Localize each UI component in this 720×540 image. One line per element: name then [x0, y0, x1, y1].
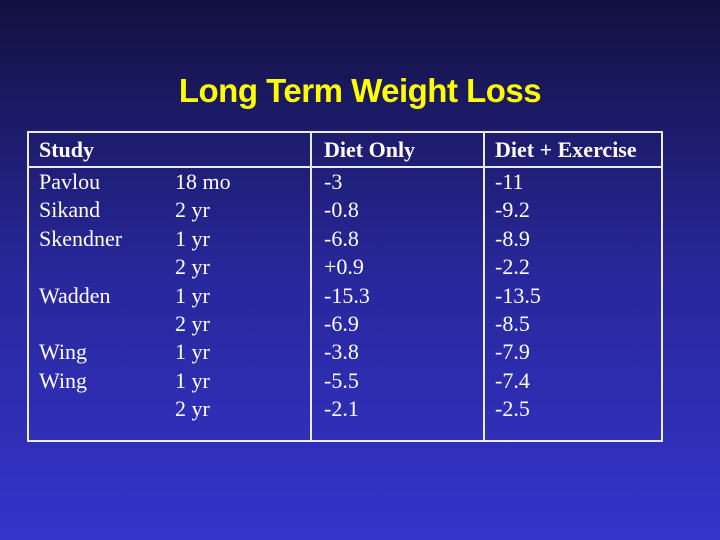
diet-only-value-cell: -15.3 — [324, 282, 370, 308]
study-name-cell: Sikand — [39, 197, 101, 223]
duration-cell: 2 yr — [175, 310, 210, 336]
duration-cell: 1 yr — [175, 367, 210, 393]
table-row-study: Skendner 1 yr — [29, 225, 310, 253]
diet-only-value-cell: +0.9 — [324, 254, 364, 280]
table-row-study: Pavlou 18 mo — [29, 168, 310, 196]
study-name-cell — [39, 310, 175, 338]
diet-exercise-value-cell: -13.5 — [495, 282, 541, 308]
column-header-study: Study — [29, 133, 310, 168]
study-name-cell: Pavlou — [39, 169, 101, 194]
diet-exercise-rows: -11 -9.2 -8.9 -2.2 -13.5 -8.5 -7.9 -7.4 -2.5 — [485, 168, 661, 424]
duration-cell: 18 mo — [175, 169, 231, 194]
diet-only-value-cell: -2.1 — [324, 396, 359, 422]
diet-only-rows: -3 -0.8 -6.8 +0.9 -15.3 -6.9 -3.8 -5.5 -2.1 — [312, 168, 483, 424]
diet-exercise-value-cell: -9.2 — [495, 197, 530, 223]
diet-exercise-value-cell: -8.9 — [495, 225, 530, 251]
table-row-study: Wing 1 yr — [29, 367, 310, 395]
duration-cell: 1 yr — [175, 282, 210, 308]
diet-only-value-cell: -0.8 — [324, 197, 359, 223]
slide-title: Long Term Weight Loss — [178, 72, 542, 109]
diet-exercise-value-cell: -7.9 — [495, 339, 530, 365]
study-name-cell — [39, 395, 175, 423]
column-header-diet-only: Diet Only — [312, 133, 483, 168]
study-name-cell: Wing — [39, 367, 87, 393]
duration-cell: 1 yr — [175, 339, 210, 365]
table-row-study: 2 yr — [29, 395, 310, 423]
duration-cell: 2 yr — [175, 396, 210, 422]
diet-exercise-value-cell: -2.5 — [495, 396, 530, 422]
table-row-study: 2 yr — [29, 253, 310, 281]
diet-exercise-value-cell: -11 — [495, 169, 524, 194]
table-row-study: 2 yr — [29, 310, 310, 338]
diet-exercise-value-cell: -8.5 — [495, 310, 530, 336]
diet-only-value-cell: -3 — [324, 169, 343, 194]
weight-loss-table: Study Pavlou 18 mo Sikand 2 yr Skendner 1 yr 2… — [27, 131, 663, 442]
study-name-cell — [39, 253, 175, 281]
column-diet-exercise: Diet + Exercise -11 -9.2 -8.9 -2.2 -13.5 -8.5… — [483, 133, 661, 440]
study-rows: Pavlou 18 mo Sikand 2 yr Skendner 1 yr 2 yr Wad… — [29, 168, 310, 424]
duration-cell: 1 yr — [175, 225, 210, 251]
study-name-cell: Skendner — [39, 225, 123, 251]
table-row-study: Wadden 1 yr — [29, 282, 310, 310]
table-row-study: Sikand 2 yr — [29, 196, 310, 224]
diet-only-value-cell: -3.8 — [324, 339, 359, 365]
column-diet-only: Diet Only -3 -0.8 -6.8 +0.9 -15.3 -6.9 -3.8 -5.… — [310, 133, 483, 440]
diet-exercise-value-cell: -2.2 — [495, 254, 530, 280]
table-row-study: Wing 1 yr — [29, 338, 310, 366]
diet-exercise-value-cell: -7.4 — [495, 367, 530, 393]
diet-only-value-cell: -6.8 — [324, 225, 359, 251]
diet-only-value-cell: -5.5 — [324, 367, 359, 393]
diet-only-value-cell: -6.9 — [324, 310, 359, 336]
column-header-diet-exercise: Diet + Exercise — [485, 133, 661, 168]
study-name-cell: Wadden — [39, 282, 111, 308]
duration-cell: 2 yr — [175, 197, 210, 223]
study-name-cell: Wing — [39, 339, 87, 365]
duration-cell: 2 yr — [175, 254, 210, 280]
column-study: Study Pavlou 18 mo Sikand 2 yr Skendner 1 yr 2… — [29, 133, 310, 440]
